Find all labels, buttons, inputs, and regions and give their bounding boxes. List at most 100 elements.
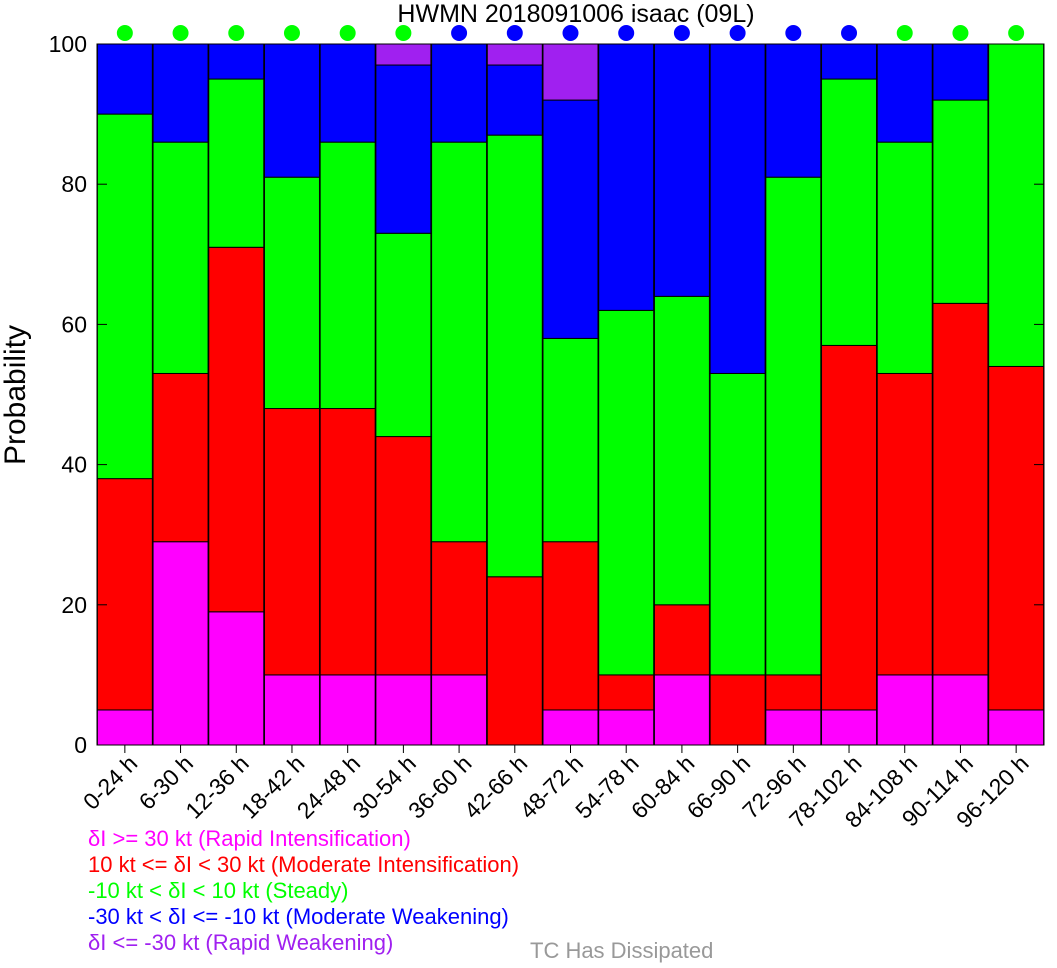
bar-segment — [263, 43, 320, 178]
top-marker — [562, 25, 579, 41]
bar-segment — [208, 246, 265, 613]
bar-segment — [375, 674, 432, 746]
bar-segment — [542, 541, 599, 711]
bar-segment — [431, 541, 488, 676]
y-axis-label: Probability — [0, 325, 32, 465]
bar-segment — [96, 113, 153, 480]
dissipated-label: TC Has Dissipated — [530, 938, 714, 963]
x-axis-ticks: 0-24 h6-30 h12-36 h18-42 h24-48 h30-54 h… — [78, 745, 1034, 833]
legend: δI >= 30 kt (Rapid Intensification) 10 kt… — [88, 826, 519, 956]
bar-segment — [375, 436, 432, 676]
bar-segment — [932, 302, 989, 676]
bar-segment — [319, 674, 376, 746]
bar-segment — [988, 709, 1045, 746]
bar-segment — [208, 43, 265, 80]
y-tick-label: 100 — [49, 31, 87, 57]
bar-segment — [96, 43, 153, 115]
bar-segment — [876, 43, 933, 143]
top-marker — [785, 25, 802, 41]
bar-segment — [263, 408, 320, 676]
y-tick-label: 40 — [61, 452, 87, 478]
y-tick-label: 0 — [74, 732, 87, 758]
bar-segment — [876, 674, 933, 746]
bar-segment — [709, 43, 766, 374]
x-tick-label: 0-24 h — [78, 750, 143, 815]
bar-segment — [319, 408, 376, 676]
legend-item: 10 kt <= δI < 30 kt (Moderate Intensific… — [88, 852, 520, 877]
bar-segment — [319, 141, 376, 410]
bar-segment — [932, 43, 989, 101]
legend-item: -30 kt < δI <= -10 kt (Moderate Weakenin… — [88, 904, 509, 929]
bar-segment — [653, 43, 710, 297]
bar-segment — [263, 176, 320, 410]
top-marker — [896, 25, 913, 41]
bar-segment — [486, 576, 543, 746]
bar-segment — [876, 141, 933, 374]
bar-segment — [709, 674, 766, 746]
top-marker — [506, 25, 523, 41]
bar-segment — [319, 43, 376, 143]
bar-segment — [821, 344, 878, 711]
bar-segment — [765, 709, 822, 746]
chart-title: HWMN 2018091006 isaac (09L) — [397, 0, 754, 28]
bar-segment — [653, 674, 710, 746]
top-marker — [339, 25, 356, 41]
bar-segment — [765, 674, 822, 711]
bar-segment — [876, 372, 933, 676]
top-marker — [228, 25, 245, 41]
bar-segment — [431, 141, 488, 543]
top-marker — [841, 25, 858, 41]
bar-segment — [96, 478, 153, 711]
bar-segment — [375, 232, 432, 438]
bar-segment — [96, 709, 153, 746]
bar-segment — [821, 43, 878, 80]
bar-segment — [709, 372, 766, 676]
top-marker — [395, 25, 412, 41]
y-tick-label: 20 — [61, 592, 87, 618]
bar-segment — [208, 611, 265, 746]
bars — [96, 43, 1045, 746]
bar-segment — [486, 134, 543, 578]
top-marker — [729, 25, 746, 41]
top-marker — [172, 25, 189, 41]
legend-item: -10 kt < δI < 10 kt (Steady) — [88, 878, 349, 903]
y-axis-ticks: 0 20 40 60 80 100 — [49, 31, 1044, 758]
legend-item: δI <= -30 kt (Rapid Weakening) — [88, 930, 394, 955]
bar-segment — [598, 43, 655, 311]
bar-segment — [598, 674, 655, 711]
top-marker — [673, 25, 690, 41]
bar-segment — [152, 372, 209, 543]
bar-segment — [653, 604, 710, 676]
bar-segment — [375, 64, 432, 234]
bar-segment — [542, 43, 599, 101]
bar-segment — [431, 43, 488, 143]
bar-segment — [375, 43, 432, 66]
legend-item: δI >= 30 kt (Rapid Intensification) — [88, 826, 411, 851]
bar-segment — [988, 43, 1045, 367]
top-marker — [1008, 25, 1025, 41]
bar-segment — [152, 541, 209, 746]
bar-segment — [152, 141, 209, 374]
bar-segment — [263, 674, 320, 746]
top-marker — [116, 25, 133, 41]
top-marker — [283, 25, 300, 41]
top-marker — [952, 25, 969, 41]
top-marker — [451, 25, 468, 41]
bar-segment — [431, 674, 488, 746]
bar-segment — [208, 78, 265, 248]
bar-segment — [486, 43, 543, 66]
bar-segment — [542, 99, 599, 339]
bar-segment — [598, 309, 655, 676]
bar-segment — [653, 295, 710, 606]
bar-segment — [598, 709, 655, 746]
bar-segment — [542, 709, 599, 746]
top-markers — [116, 25, 1025, 41]
bar-segment — [988, 365, 1045, 711]
bar-segment — [486, 64, 543, 136]
bar-segment — [542, 337, 599, 543]
bar-segment — [932, 674, 989, 746]
top-marker — [618, 25, 635, 41]
bar-segment — [821, 709, 878, 746]
bar-segment — [765, 176, 822, 676]
